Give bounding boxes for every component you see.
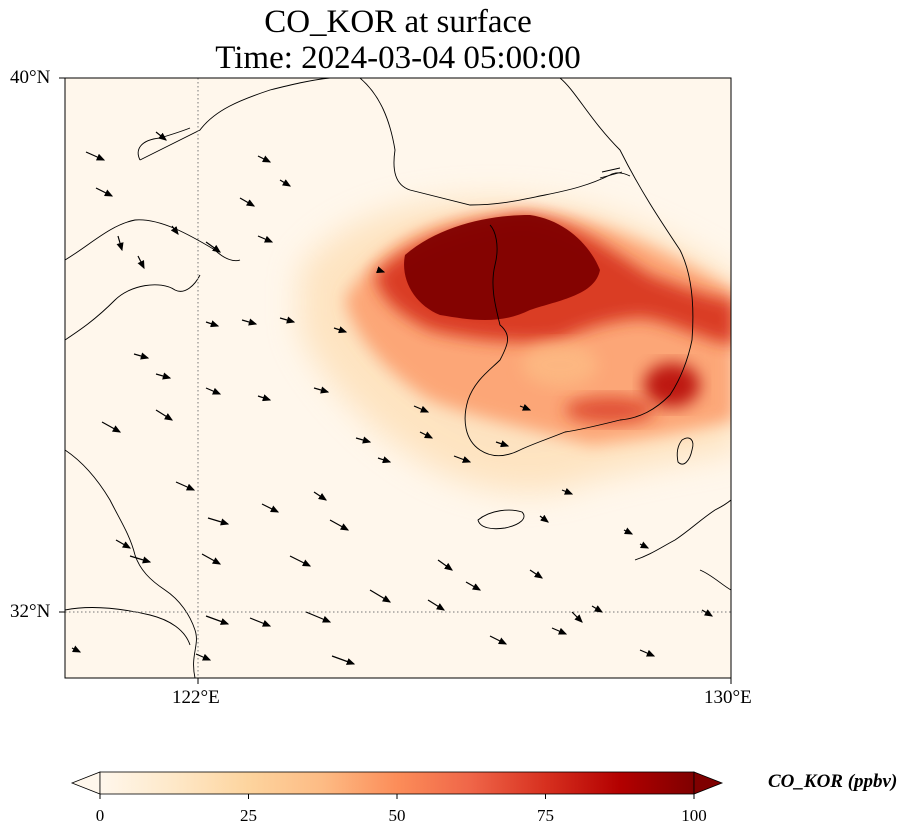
- wind-arrow: [376, 266, 386, 274]
- wind-arrow: [571, 611, 583, 623]
- wind-arrow: [116, 235, 124, 252]
- wind-arrow: [489, 635, 508, 645]
- wind-arrow: [71, 645, 82, 653]
- wind-arrow: [591, 605, 604, 613]
- wind-arrow: [329, 519, 350, 531]
- wind-arrow: [377, 456, 392, 464]
- wind-arrow: [241, 318, 258, 326]
- wind-arrow: [279, 179, 292, 187]
- wind-arrow: [313, 491, 327, 501]
- colorbar-min-extend: [70, 771, 101, 795]
- wind-arrow: [249, 617, 272, 627]
- wind-arrow: [639, 541, 650, 549]
- wind-arrow: [101, 421, 122, 433]
- wind-arrow: [495, 440, 510, 448]
- wind-arrow: [427, 599, 446, 611]
- colorbar-tick-100: 100: [681, 806, 707, 825]
- lat-label-32n: 32°N: [10, 601, 51, 622]
- coastlines: [65, 78, 731, 678]
- colorbar-max-extend: [693, 771, 724, 795]
- wind-arrow: [155, 372, 172, 380]
- map-frame: [64, 77, 732, 679]
- wind-arrow: [137, 255, 145, 270]
- lon-label-122e: 122°E: [172, 687, 220, 708]
- wind-arrow: [465, 581, 482, 591]
- colorbar: [70, 771, 724, 799]
- wind-arrow: [305, 611, 332, 623]
- wind-arrow: [175, 481, 196, 491]
- wind-arrow: [289, 555, 312, 567]
- wind-arrow: [170, 225, 179, 235]
- map-title: CO_KOR at surface: [264, 4, 532, 40]
- wind-arrow: [519, 403, 532, 411]
- wind-vectors: [71, 131, 714, 665]
- wind-arrow: [239, 197, 256, 207]
- wind-arrow: [115, 539, 132, 549]
- gridlines: [65, 78, 731, 678]
- wind-arrow: [561, 487, 574, 495]
- wind-arrow: [257, 235, 274, 243]
- colorbar-tick-75: 75: [537, 806, 554, 825]
- wind-arrow: [313, 386, 330, 394]
- wind-arrow: [95, 187, 114, 197]
- wind-arrow: [331, 655, 356, 665]
- wind-arrow: [205, 387, 222, 395]
- colorbar-label: CO_KOR (ppbv): [768, 771, 898, 792]
- wind-arrow: [551, 627, 568, 635]
- wind-arrow: [205, 320, 220, 328]
- wind-arrow: [207, 517, 230, 526]
- wind-arrow: [639, 649, 656, 657]
- wind-arrow: [701, 609, 714, 617]
- wind-arrow: [155, 409, 174, 421]
- wind-arrow: [201, 553, 222, 565]
- wind-arrow: [261, 503, 280, 513]
- wind-arrow: [133, 352, 150, 360]
- wind-arrow: [205, 241, 221, 253]
- wind-arrow: [623, 527, 634, 535]
- wind-arrow: [155, 131, 167, 141]
- wind-arrow: [85, 151, 106, 161]
- wind-arrow: [129, 555, 152, 564]
- wind-arrow: [355, 436, 372, 444]
- colorbar-tick-0: 0: [95, 806, 105, 825]
- co-concentration-field: [300, 199, 731, 493]
- wind-arrow: [413, 405, 430, 413]
- lat-label-40n: 40°N: [10, 67, 51, 88]
- wind-arrow: [453, 455, 472, 463]
- map-subtitle-time: Time: 2024-03-04 05:00:00: [215, 40, 581, 76]
- lon-label-130e: 130°E: [704, 687, 752, 708]
- wind-arrow: [333, 326, 348, 334]
- colorbar-tick-50: 50: [388, 806, 406, 825]
- wind-arrow: [279, 316, 296, 324]
- colorbar-tick-25: 25: [240, 806, 257, 825]
- wind-arrow: [257, 394, 272, 402]
- wind-arrow: [257, 155, 272, 163]
- colorbar-gradient: [99, 771, 695, 795]
- wind-arrow: [529, 569, 543, 579]
- wind-arrow: [437, 559, 453, 571]
- wind-arrow: [205, 615, 230, 625]
- wind-arrow: [419, 431, 434, 439]
- wind-arrow: [195, 653, 212, 661]
- wind-arrow: [539, 514, 549, 523]
- wind-arrow: [369, 589, 392, 603]
